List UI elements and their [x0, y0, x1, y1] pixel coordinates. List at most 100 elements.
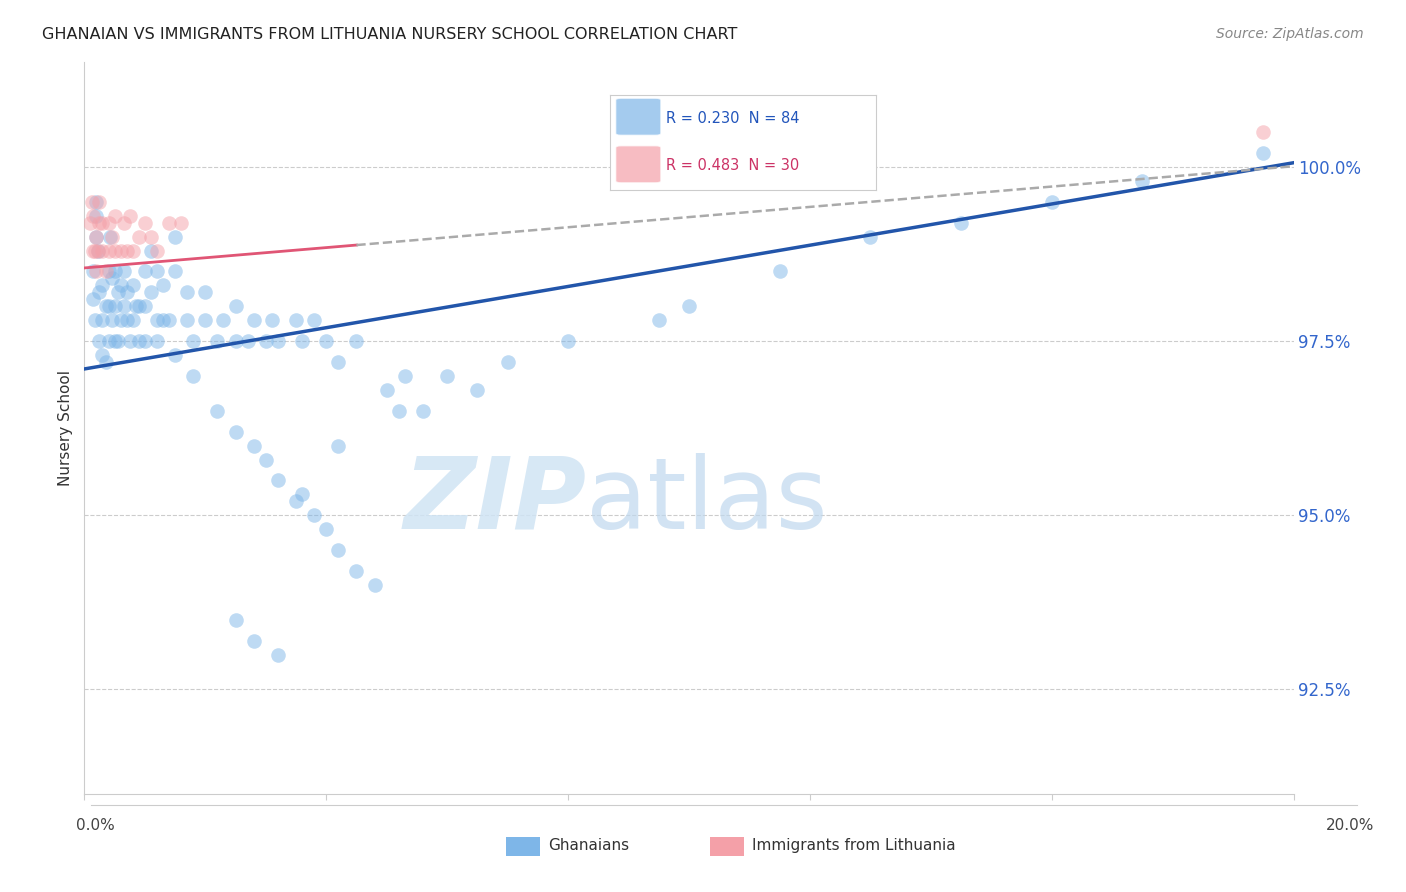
Point [84, 244, 107, 258]
Point [104, 209, 127, 223]
Point [118, 334, 141, 348]
Point [950, 216, 973, 230]
Text: ZIP: ZIP [404, 453, 586, 549]
Point [769, 264, 792, 278]
Point [97, 244, 120, 258]
Point [112, 264, 135, 278]
Point [94, 355, 117, 369]
Point [134, 299, 156, 313]
Point [181, 368, 204, 383]
Point [86, 229, 108, 244]
Point [242, 439, 264, 453]
Point [467, 383, 489, 397]
Point [146, 334, 169, 348]
Point [104, 299, 127, 313]
Point [254, 452, 277, 467]
Point [557, 334, 579, 348]
Y-axis label: Nursery School: Nursery School [58, 370, 73, 486]
Point [115, 313, 138, 327]
Point [678, 299, 700, 313]
Point [176, 313, 198, 327]
Point [1132, 174, 1154, 188]
Point [104, 264, 127, 278]
Point [165, 264, 187, 278]
Point [146, 264, 169, 278]
Point [412, 403, 434, 417]
Point [89, 285, 111, 300]
Point [346, 564, 368, 578]
Point [94, 264, 117, 278]
Point [146, 313, 169, 327]
Point [100, 229, 122, 244]
Point [82, 244, 104, 258]
Point [91, 216, 114, 230]
Point [125, 299, 148, 313]
Point [89, 216, 111, 230]
Point [86, 244, 108, 258]
Point [97, 216, 120, 230]
Point [107, 334, 129, 348]
Point [225, 299, 247, 313]
Point [107, 285, 129, 300]
Point [236, 334, 259, 348]
Point [84, 313, 107, 327]
Point [98, 229, 121, 244]
Point [212, 313, 235, 327]
Point [139, 244, 162, 258]
Point [436, 368, 458, 383]
Point [328, 439, 350, 453]
Point [86, 264, 108, 278]
Point [86, 194, 108, 209]
Point [82, 293, 104, 307]
Text: Immigrants from Lithuania: Immigrants from Lithuania [752, 838, 956, 853]
Point [91, 348, 114, 362]
Point [91, 313, 114, 327]
Point [110, 244, 132, 258]
Point [207, 403, 229, 417]
Point [86, 229, 108, 244]
Point [302, 313, 325, 327]
Point [100, 271, 122, 285]
Point [242, 633, 264, 648]
Point [315, 334, 337, 348]
Point [110, 313, 132, 327]
Point [194, 285, 217, 300]
Text: Source: ZipAtlas.com: Source: ZipAtlas.com [1216, 27, 1364, 41]
Point [285, 494, 308, 508]
Point [165, 348, 187, 362]
Text: Ghanaians: Ghanaians [548, 838, 630, 853]
Point [267, 648, 290, 662]
Point [394, 368, 416, 383]
Point [346, 334, 368, 348]
Point [315, 522, 337, 536]
Text: 20.0%: 20.0% [1326, 818, 1374, 832]
Point [80, 194, 103, 209]
Point [1253, 146, 1275, 161]
Point [115, 285, 138, 300]
Point [89, 194, 111, 209]
Point [363, 578, 385, 592]
Point [267, 474, 290, 488]
Point [1253, 125, 1275, 139]
Point [157, 313, 180, 327]
Point [146, 244, 169, 258]
Point [152, 313, 174, 327]
Point [1040, 194, 1063, 209]
Point [267, 334, 290, 348]
Text: GHANAIAN VS IMMIGRANTS FROM LITHUANIA NURSERY SCHOOL CORRELATION CHART: GHANAIAN VS IMMIGRANTS FROM LITHUANIA NU… [42, 27, 738, 42]
Point [859, 229, 882, 244]
Point [134, 216, 156, 230]
Point [194, 313, 217, 327]
Point [152, 278, 174, 293]
Point [128, 334, 150, 348]
Point [128, 299, 150, 313]
Point [128, 229, 150, 244]
Point [496, 355, 519, 369]
Point [97, 299, 120, 313]
Point [97, 334, 120, 348]
Point [100, 313, 122, 327]
Point [110, 278, 132, 293]
Point [388, 403, 411, 417]
Point [86, 244, 108, 258]
Point [134, 334, 156, 348]
